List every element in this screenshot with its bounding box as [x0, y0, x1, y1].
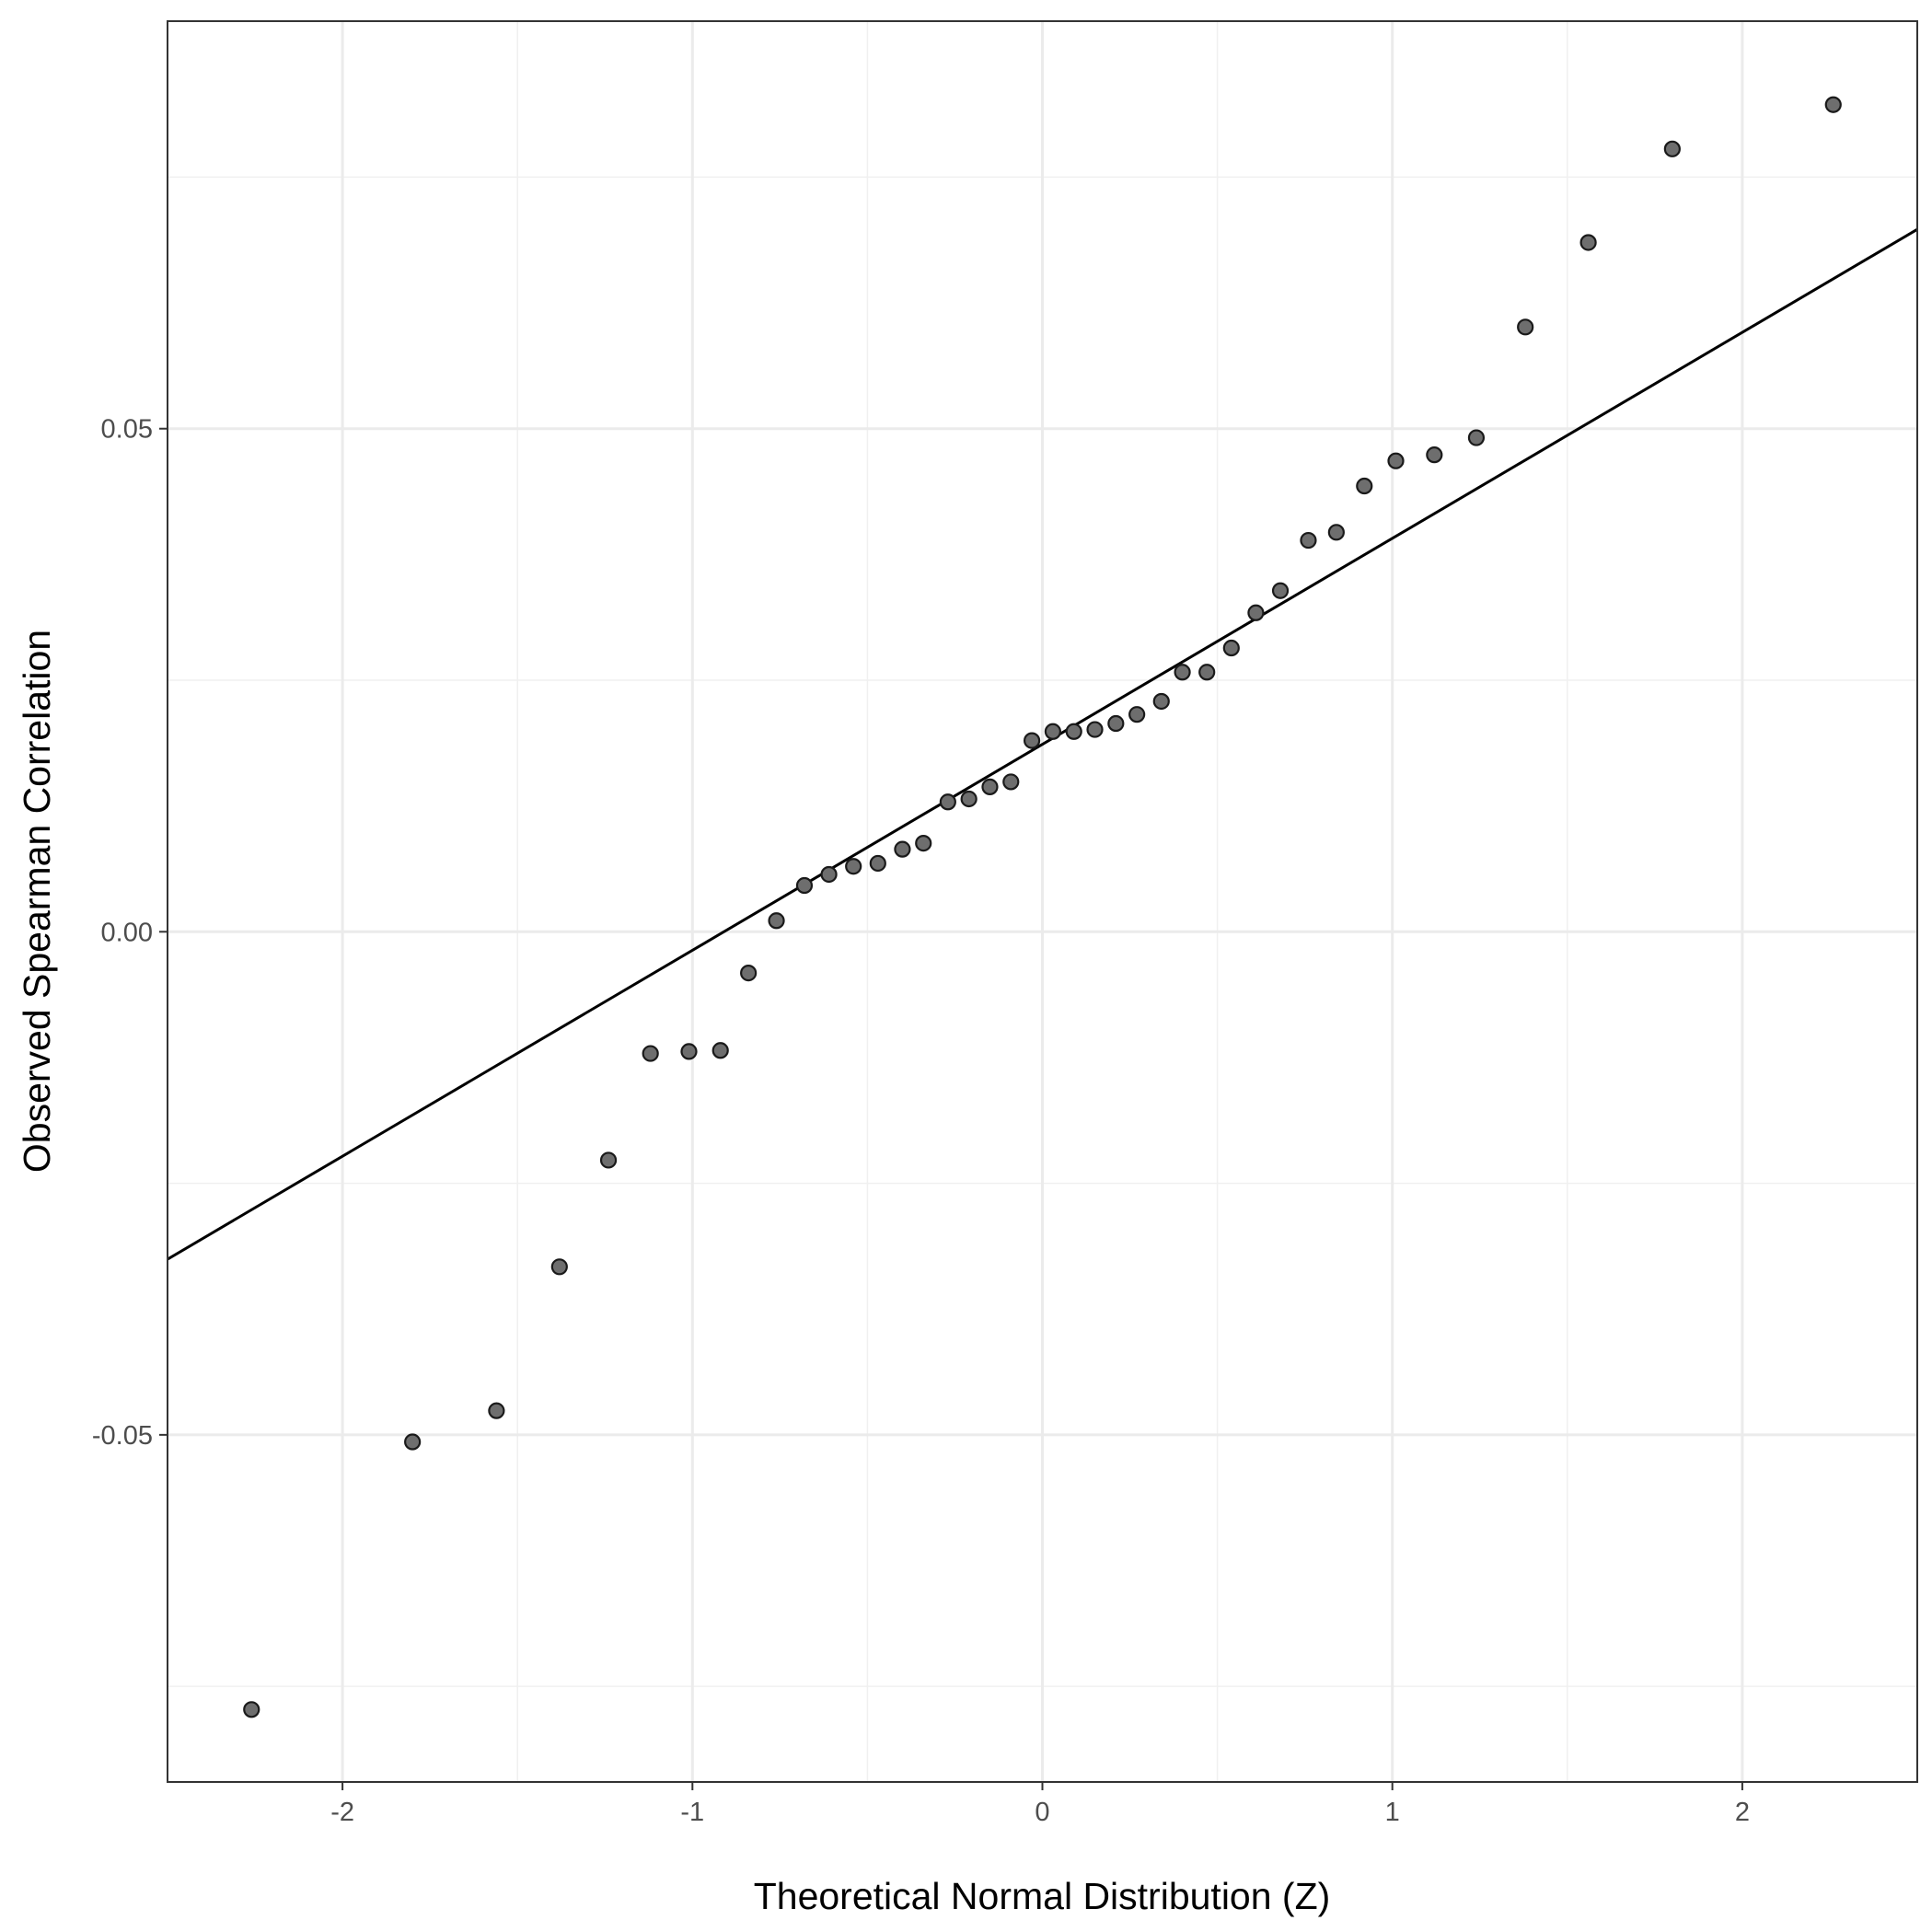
data-point — [845, 858, 862, 875]
data-point — [939, 793, 956, 811]
data-point — [915, 834, 932, 852]
data-point — [981, 778, 999, 795]
x-tick-label: 2 — [1735, 1798, 1750, 1827]
data-point — [795, 876, 814, 895]
data-point — [1023, 732, 1041, 749]
data-point — [243, 1701, 260, 1718]
y-tick-label: 0.00 — [101, 918, 153, 947]
data-point — [1327, 524, 1345, 541]
data-point — [894, 840, 911, 858]
data-point — [820, 865, 838, 884]
x-tick-label: 0 — [1035, 1798, 1049, 1827]
data-point — [1002, 773, 1020, 791]
data-point — [740, 965, 758, 982]
data-point — [1300, 531, 1317, 550]
data-points — [243, 96, 1842, 1718]
data-point — [1426, 446, 1443, 464]
data-point — [869, 854, 886, 873]
y-tick-label: -0.05 — [92, 1421, 153, 1451]
data-point — [1356, 477, 1373, 495]
data-point — [1824, 96, 1842, 113]
data-point — [1467, 429, 1486, 446]
data-point — [960, 790, 978, 808]
data-point — [642, 1045, 659, 1062]
grid-lines — [167, 21, 1918, 1782]
data-point — [1271, 582, 1290, 599]
data-point — [550, 1258, 568, 1276]
data-point — [599, 1151, 618, 1169]
data-point — [1517, 318, 1534, 336]
data-point — [1579, 234, 1597, 251]
data-point — [1086, 721, 1104, 738]
data-point — [404, 1433, 422, 1451]
x-tick-label: 1 — [1385, 1798, 1400, 1827]
data-point — [768, 912, 785, 930]
data-point — [1247, 604, 1265, 621]
qq-reference-line — [168, 227, 1917, 1261]
y-axis-title: Observed Spearman Correlation — [16, 630, 58, 1173]
axis-ticks — [159, 427, 1743, 1790]
data-point — [1174, 664, 1191, 681]
x-tick-label: -2 — [330, 1798, 354, 1827]
data-point — [1044, 723, 1062, 740]
data-point — [488, 1402, 505, 1419]
x-tick-label: -1 — [680, 1798, 704, 1827]
y-tick-label: 0.05 — [101, 415, 153, 445]
axis-tick-labels: -2 -1 0 1 2 -0.05 0.00 0.05 — [92, 415, 1750, 1827]
data-point — [711, 1042, 729, 1059]
data-point — [1387, 452, 1405, 469]
data-point — [1152, 692, 1170, 711]
data-point — [1198, 664, 1216, 681]
x-axis-title: Theoretical Normal Distribution (Z) — [754, 1875, 1331, 1917]
data-point — [1222, 639, 1240, 657]
data-point — [1065, 723, 1082, 740]
data-point — [680, 1043, 698, 1060]
data-point — [1663, 140, 1681, 157]
data-point — [1107, 714, 1125, 733]
reference-line-layer — [168, 227, 1917, 1261]
data-point — [1128, 706, 1146, 723]
